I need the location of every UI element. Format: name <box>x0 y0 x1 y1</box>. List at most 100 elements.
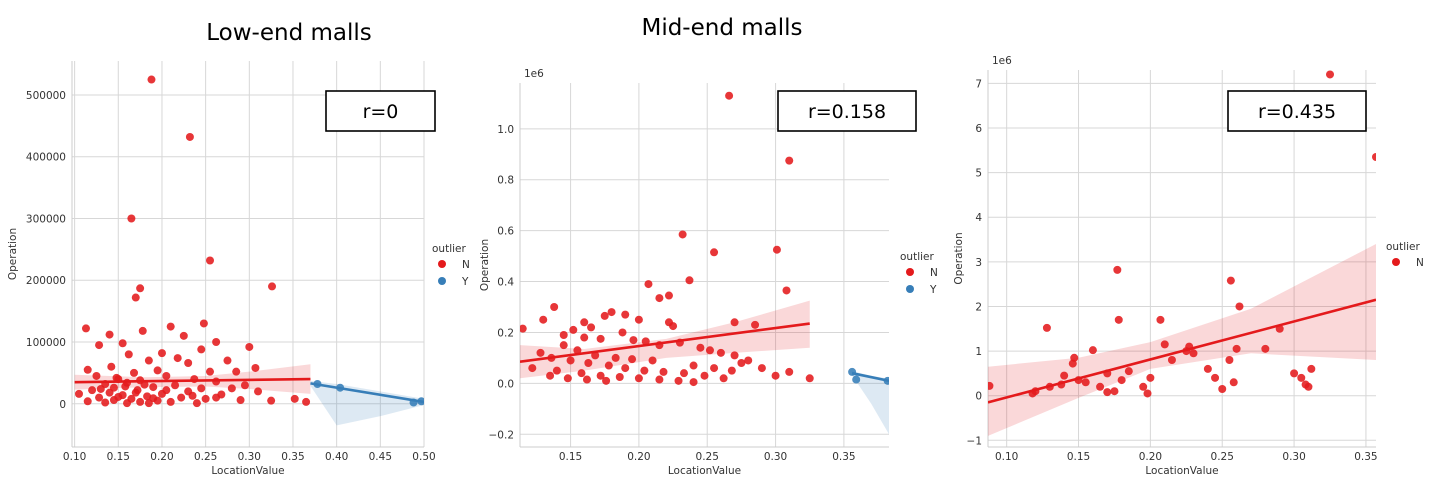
data-point-N <box>240 381 249 390</box>
data-point-N <box>772 245 781 254</box>
data-point-N <box>641 337 650 346</box>
y-tick-label: −1 <box>967 435 982 447</box>
data-point-N <box>716 348 725 357</box>
data-point-N <box>1096 382 1105 391</box>
y-tick-label: 2 <box>975 301 982 313</box>
correlation-value: r=0.158 <box>808 101 886 123</box>
y-tick-label: 1.0 <box>497 124 514 136</box>
legend-title: outlier <box>432 243 466 255</box>
data-point-N <box>197 345 206 354</box>
chart-panel-2: 0.15 0.20 0.25 0.30 0.35 −0.2 0.0 0.2 0.4 0.6 0.8 1… <box>479 15 938 477</box>
data-point-N <box>689 378 698 387</box>
data-point-N <box>569 325 578 334</box>
x-axis-label: LocationValue <box>1145 465 1218 477</box>
data-point-N <box>546 371 555 380</box>
y-tick-label: 100000 <box>26 337 66 349</box>
y-tick-label: 200000 <box>26 275 66 287</box>
data-point-N <box>757 364 766 373</box>
data-point-N <box>751 320 760 329</box>
data-point-N <box>1232 344 1241 353</box>
data-point-N <box>730 318 739 327</box>
y-tick-label: 0 <box>59 399 66 411</box>
data-point-N <box>173 354 182 363</box>
data-point-N <box>192 399 201 408</box>
data-point-N <box>92 371 101 380</box>
data-point-N <box>559 331 568 339</box>
data-point-N <box>539 315 548 324</box>
panel-title: Mid-end malls <box>641 15 802 41</box>
data-point-N <box>127 214 136 223</box>
x-tick-label: 0.30 <box>238 451 261 463</box>
confidence-band-Y <box>310 380 424 426</box>
x-tick-label: 0.10 <box>995 451 1018 463</box>
data-point-N <box>573 346 582 355</box>
data-point-N <box>536 348 545 357</box>
data-point-N <box>580 318 589 327</box>
data-point-N <box>1203 364 1212 373</box>
data-point-N <box>600 311 609 320</box>
correlation-value: r=0.435 <box>1258 101 1336 123</box>
data-point-N <box>689 361 698 370</box>
data-point-N <box>124 350 133 359</box>
data-point-N <box>290 394 299 403</box>
x-tick-label: 0.30 <box>764 451 787 463</box>
data-point-N <box>201 394 210 403</box>
data-point-N <box>664 291 673 300</box>
data-point-N <box>710 248 719 257</box>
data-point-N <box>149 394 158 403</box>
data-point-N <box>223 356 232 365</box>
data-point-N <box>621 310 630 319</box>
data-point-N <box>1235 302 1244 311</box>
data-point-N <box>95 341 104 350</box>
data-point-N <box>1060 371 1069 380</box>
y-tick-label: 300000 <box>26 213 66 225</box>
data-point-N <box>710 364 719 373</box>
data-point-N <box>268 282 277 291</box>
data-point-N <box>199 319 208 328</box>
y-axis-label: Operation <box>953 232 965 284</box>
data-point-N <box>83 397 92 406</box>
data-point-N <box>1110 387 1119 396</box>
x-tick-label: 0.35 <box>281 451 304 463</box>
data-point-N <box>1143 389 1152 398</box>
data-point-N <box>1124 367 1133 376</box>
data-point-N <box>140 380 149 389</box>
data-point-N <box>587 323 596 332</box>
data-point-N <box>144 356 153 365</box>
data-point-N <box>130 368 139 377</box>
legend-marker-N <box>1392 258 1400 266</box>
y-offset-label: 1e6 <box>524 68 544 80</box>
data-point-N <box>1113 265 1122 274</box>
data-point-N <box>1156 315 1165 324</box>
data-point-N <box>528 364 537 373</box>
data-point-N <box>1114 315 1123 324</box>
data-point-N <box>596 371 605 380</box>
data-point-N <box>559 341 568 350</box>
data-point-N <box>188 391 197 400</box>
data-point-N <box>1160 340 1169 349</box>
data-point-N <box>147 75 156 84</box>
data-point-N <box>655 294 664 303</box>
legend-label-N: N <box>462 259 470 271</box>
data-point-N <box>131 388 140 397</box>
data-point-N <box>604 361 613 370</box>
data-point-N <box>1226 276 1235 285</box>
y-tick-label: 6 <box>975 123 982 135</box>
y-offset-label: 1e6 <box>992 55 1012 67</box>
y-tick-label: 0 <box>975 391 982 403</box>
x-tick-label: 0.15 <box>107 451 130 463</box>
legend: outlier NY <box>900 251 938 296</box>
data-point-N <box>166 322 175 331</box>
data-point-N <box>131 293 140 302</box>
data-point-Y <box>852 375 861 384</box>
x-tick-label: 0.35 <box>1354 451 1377 463</box>
x-tick-label: 0.25 <box>194 451 217 463</box>
data-point-N <box>805 374 814 383</box>
data-point-N <box>1307 364 1316 373</box>
legend: outlier NY <box>432 243 470 288</box>
x-tick-label: 0.50 <box>412 451 435 463</box>
data-point-N <box>648 356 657 365</box>
data-point-N <box>88 386 97 395</box>
data-point-N <box>185 132 194 141</box>
correlation-box <box>777 90 917 132</box>
